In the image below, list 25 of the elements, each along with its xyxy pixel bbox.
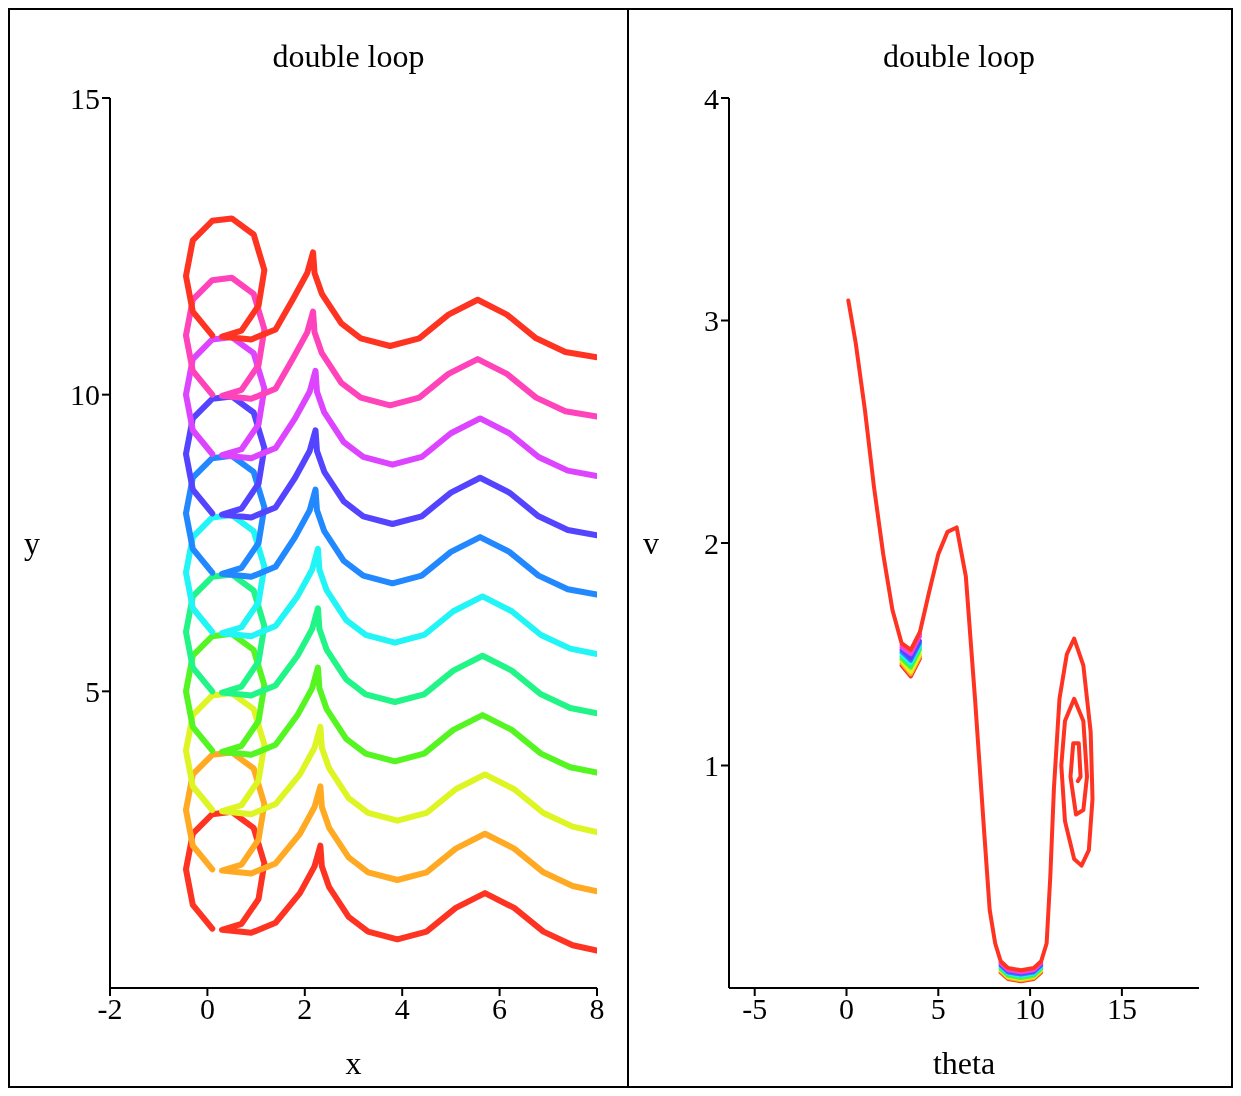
x-tick-label: -5 bbox=[742, 992, 768, 1026]
x-tick-label: -2 bbox=[97, 992, 123, 1026]
y-axis-title: y bbox=[24, 525, 40, 562]
x-tick-label: 0 bbox=[199, 992, 215, 1026]
x-tick-label: 10 bbox=[1015, 992, 1046, 1026]
y-tick-label: 5 bbox=[85, 674, 100, 708]
y-tick-label: 1 bbox=[704, 749, 719, 783]
y-tick-label: 3 bbox=[704, 304, 719, 338]
x-axis-title: x bbox=[345, 1045, 362, 1081]
chart-title: double loop bbox=[272, 38, 425, 74]
x-tick-label: 2 bbox=[297, 992, 313, 1026]
y-tick-label: 15 bbox=[70, 81, 100, 115]
line-series bbox=[846, 298, 1095, 973]
x-tick-label: 15 bbox=[1106, 992, 1137, 1026]
y-tick-label: 10 bbox=[70, 378, 100, 412]
x-tick-label: 4 bbox=[394, 992, 410, 1026]
x-axis-title: theta bbox=[932, 1045, 996, 1081]
x-tick-label: 0 bbox=[839, 992, 854, 1026]
chart-title: double loop bbox=[883, 38, 1035, 74]
x-tick-label: 6 bbox=[492, 992, 508, 1026]
y-tick-label: 4 bbox=[704, 81, 719, 115]
y-tick-label: 2 bbox=[704, 526, 719, 560]
x-tick-label: 8 bbox=[589, 992, 605, 1026]
x-tick-label: 5 bbox=[930, 992, 946, 1026]
y-axis-title: v bbox=[643, 525, 659, 562]
